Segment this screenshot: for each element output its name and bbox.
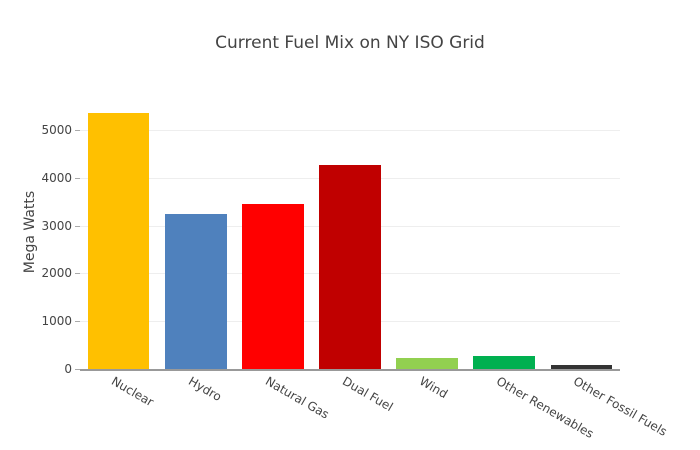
y-tick-mark xyxy=(75,273,80,274)
x-tick-label: Nuclear xyxy=(108,374,156,410)
y-tick-label: 3000 xyxy=(41,219,72,233)
y-tick-mark xyxy=(75,226,80,227)
y-tick-mark xyxy=(75,178,80,179)
x-tick-label: Dual Fuel xyxy=(340,374,396,415)
x-tick-label: Hydro xyxy=(185,374,224,405)
x-tick-label: Wind xyxy=(417,374,451,402)
bar-other-renewables[interactable] xyxy=(473,355,536,369)
y-tick-mark xyxy=(75,130,80,131)
bar-dual-fuel[interactable] xyxy=(319,164,381,369)
y-tick-label: 5000 xyxy=(41,123,72,137)
bar-wind[interactable] xyxy=(396,358,458,369)
gridline xyxy=(80,130,620,131)
x-tick-label: Natural Gas xyxy=(262,374,332,422)
bar-other-fossil-fuels[interactable] xyxy=(550,364,613,369)
bar-natural-gas[interactable] xyxy=(242,203,304,369)
y-axis-label: Mega Watts xyxy=(22,190,38,274)
x-axis-line xyxy=(80,369,620,371)
y-tick-label: 1000 xyxy=(41,314,72,328)
bar-hydro[interactable] xyxy=(164,213,227,369)
y-tick-label: 0 xyxy=(64,362,72,376)
bar-nuclear[interactable] xyxy=(87,112,150,369)
y-tick-mark xyxy=(75,369,80,370)
y-tick-mark xyxy=(75,321,80,322)
y-tick-label: 2000 xyxy=(41,266,72,280)
chart-title: Current Fuel Mix on NY ISO Grid xyxy=(215,33,485,53)
y-tick-label: 4000 xyxy=(41,171,72,185)
